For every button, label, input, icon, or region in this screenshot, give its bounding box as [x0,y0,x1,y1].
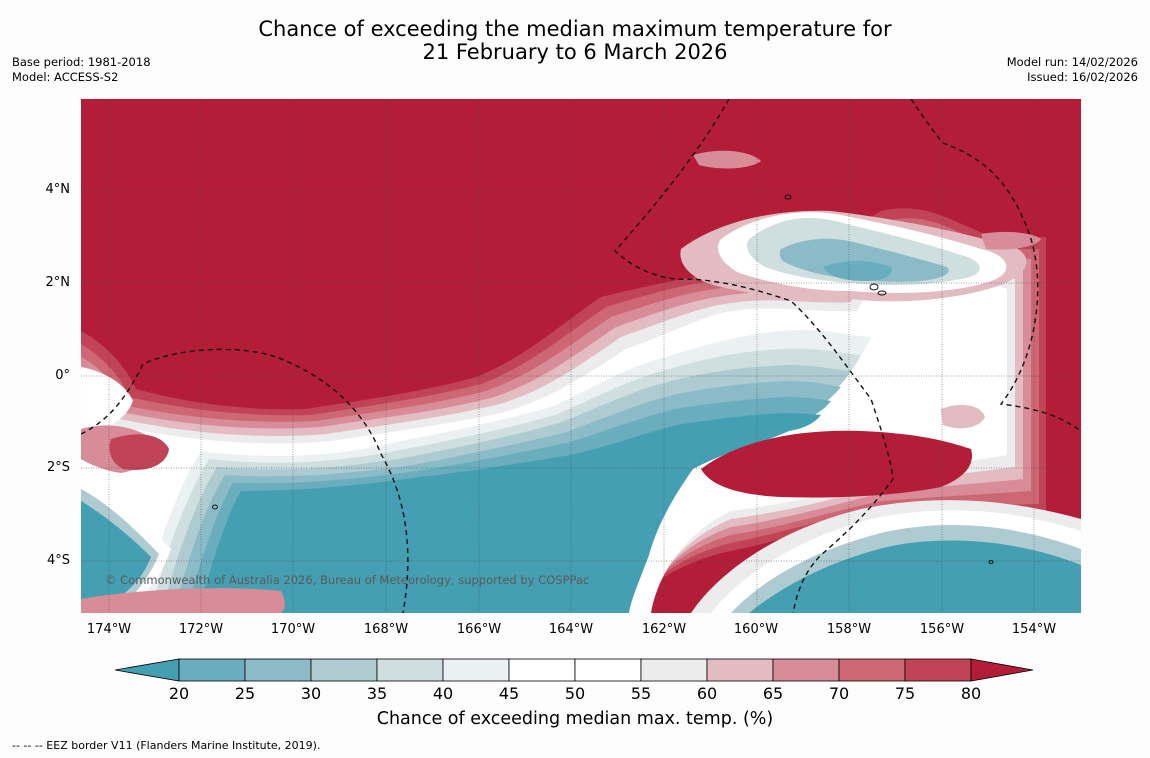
eez-border-central [614,99,894,613]
base-info: Base period: 1981-2018 Model: ACCESS-S2 [12,55,151,85]
title-line-1: Chance of exceeding the median maximum t… [258,17,892,41]
colorbar-segment [508,658,576,682]
eez-borders [81,99,1081,613]
colorbar [114,658,1037,690]
island-3 [877,290,887,296]
lon-label-158w: 158°W [826,622,872,637]
colorbar-svg [114,658,1034,682]
lon-label-170w: 170°W [270,622,316,637]
lat-label-2n: 2°N [45,275,71,290]
eez-legend-footnote: -- -- -- EEZ border V11 (Flanders Marine… [12,739,321,752]
contour-west-neutral [81,367,133,437]
lon-label-160w: 160°W [733,622,779,637]
title-line-2: 21 February to 6 March 2026 [422,40,728,64]
lat-label-0: 0° [55,368,70,383]
lat-label-4n: 4°N [45,182,71,197]
islands [212,194,994,564]
colorbar-segment [706,658,774,682]
cool-core-southwest [81,501,151,605]
model-text: Model: ACCESS-S2 [12,70,119,84]
colorbar-tick-70: 70 [828,684,850,703]
lon-label-154w: 154°W [1011,622,1057,637]
contour-east-60 [941,404,985,429]
colorbar-tick-45: 45 [498,684,520,703]
lon-label-164w: 164°W [548,622,594,637]
colorbar-segment [244,658,312,682]
colorbar-extend-high [970,658,1034,682]
cool-core-south [197,413,821,613]
colorbar-segment [376,658,444,682]
lon-label-156w: 156°W [919,622,965,637]
forecast-map [81,99,1081,613]
colorbar-segment [442,658,510,682]
colorbar-tick-50: 50 [564,684,586,703]
run-info: Model run: 14/02/2026 Issued: 16/02/2026 [1007,55,1138,85]
eez-border-east [910,99,1081,432]
colorbar-tick-55: 55 [630,684,652,703]
colorbar-segment [640,658,708,682]
colorbar-tick-30: 30 [300,684,322,703]
warm-pocket-sw [109,434,169,471]
colorbar-tick-40: 40 [432,684,454,703]
lon-label-174w: 174°W [86,622,132,637]
colorbar-tick-25: 25 [234,684,256,703]
cool-core-north [823,261,892,281]
lat-label-4s: 4°S [46,553,70,568]
warm-pocket-east [701,430,972,498]
colorbar-segment [310,658,378,682]
colorbar-segment [574,658,642,682]
lon-label-166w: 166°W [456,622,502,637]
chart-title: Chance of exceeding the median maximum t… [0,18,1150,64]
colorbar-title: Chance of exceeding median max. temp. (%… [376,709,774,729]
colorbar-segment [904,658,972,682]
island-4 [212,504,218,510]
issued-text: Issued: 16/02/2026 [1027,70,1138,84]
map-gridlines [81,99,1081,613]
cool-core-southeast [749,540,1081,613]
lon-label-172w: 172°W [178,622,224,637]
eez-border-west [81,348,409,613]
model-run-text: Model run: 14/02/2026 [1006,55,1138,69]
colorbar-tick-20: 20 [168,684,190,703]
warm-tongue-northeast [981,231,1041,250]
map-canvas [81,99,1081,613]
base-period-text: Base period: 1981-2018 [12,55,151,69]
copyright-text: © Commonwealth of Australia 2026, Bureau… [105,573,590,587]
colorbar-tick-75: 75 [894,684,916,703]
warm-pocket-north [693,150,761,169]
lon-label-162w: 162°W [641,622,687,637]
colorbar-segment [838,658,906,682]
lat-label-2s: 2°S [46,460,70,475]
lon-label-168w: 168°W [363,622,409,637]
colorbar-tick-65: 65 [762,684,784,703]
colorbar-tick-80: 80 [960,684,982,703]
island-2 [869,283,879,291]
warm-band-bottom-left [81,588,285,613]
colorbar-segment [772,658,840,682]
island-1 [784,194,792,200]
contour-north-30 [779,238,949,282]
island-5 [988,560,994,564]
colorbar-tick-60: 60 [696,684,718,703]
colorbar-extend-low [114,658,180,682]
colorbar-segment [178,658,246,682]
colorbar-tick-35: 35 [366,684,388,703]
